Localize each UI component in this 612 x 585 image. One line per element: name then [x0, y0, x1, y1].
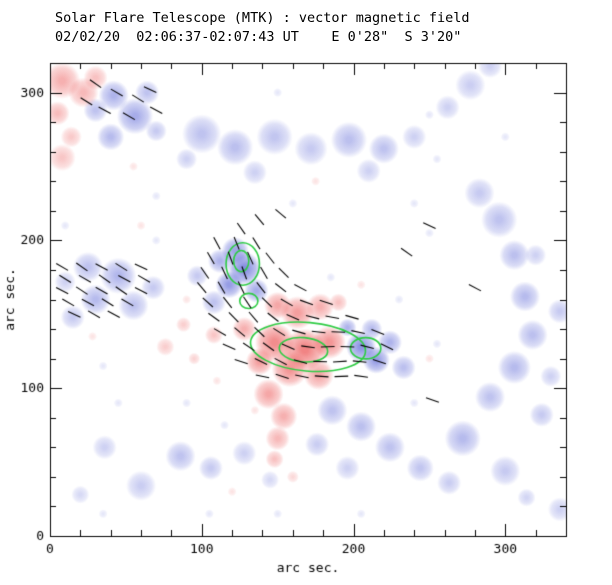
plot-subtitle: 02/02/20 02:06:37-02:07:43 UT E 0'28" S …	[55, 29, 462, 45]
plot-title: Solar Flare Telescope (MTK) : vector mag…	[55, 10, 470, 26]
